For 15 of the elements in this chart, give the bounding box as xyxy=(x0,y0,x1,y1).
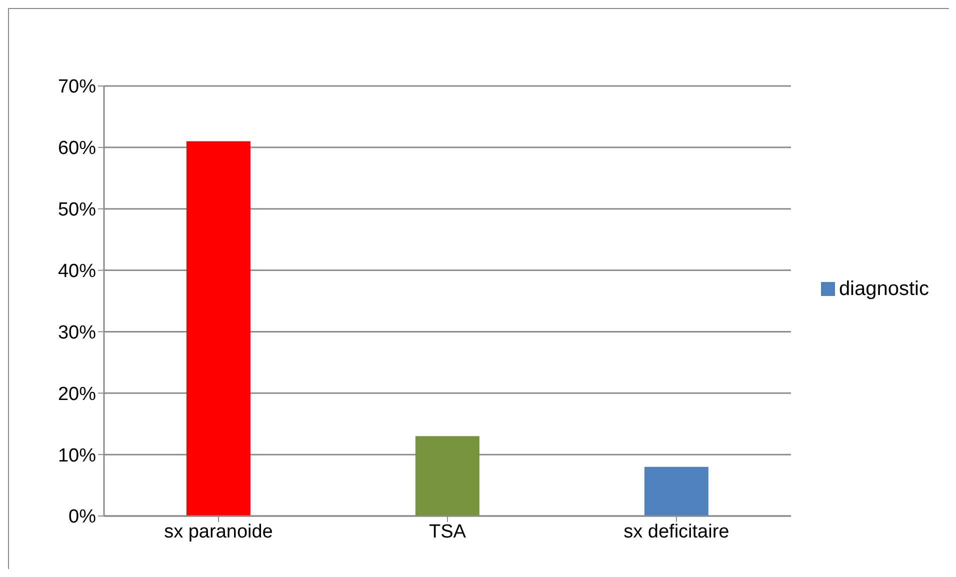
bar xyxy=(415,436,480,516)
y-tick-label: 10% xyxy=(58,445,96,466)
bar xyxy=(644,466,708,516)
y-tick-label: 50% xyxy=(58,200,96,221)
y-tick-label: 0% xyxy=(68,506,96,528)
x-tick-label: sx paranoide xyxy=(164,521,273,542)
y-tick-label: 30% xyxy=(58,322,96,344)
y-tick-label: 70% xyxy=(58,76,96,98)
x-tick-label: sx deficitaire xyxy=(624,521,730,542)
y-tick-label: 20% xyxy=(58,384,96,405)
y-tick-label: 60% xyxy=(58,138,96,160)
x-tick-label: TSA xyxy=(428,521,466,542)
y-tick-label: 40% xyxy=(58,261,96,282)
bar xyxy=(186,141,250,516)
legend-label: diagnostic xyxy=(838,278,929,300)
